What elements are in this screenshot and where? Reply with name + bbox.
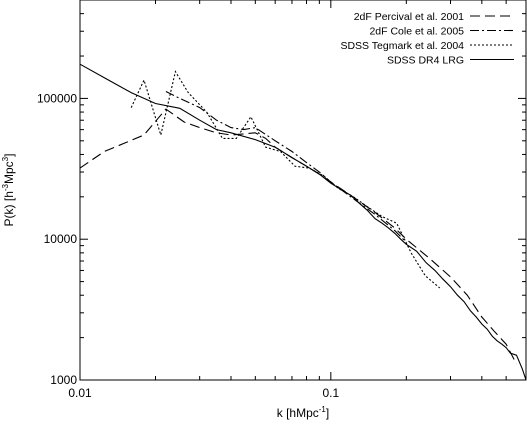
x-axis-label: k [hMpc-1] [277,405,329,420]
plot-frame [79,0,527,381]
series-line-1 [79,108,517,365]
y-tick-label: 10000 [44,232,78,246]
x-tick-label: 0.1 [322,386,339,400]
x-tick-label: 0.01 [68,386,92,400]
series-line-3 [130,70,441,289]
legend: 2dF Percival et al. 2001 2dF Cole et al. … [340,11,514,67]
series-line-2 [165,91,407,243]
legend-label-3: SDSS Tegmark et al. 2004 [340,40,464,52]
series-group [79,63,527,381]
axis-ticks: 0.01 0.1 1000 10000 100000 [37,0,526,400]
legend-label-4: SDSS DR4 LRG [387,55,464,67]
legend-label-1: 2dF Percival et al. 2001 [354,11,464,23]
y-tick-label: 1000 [50,373,77,387]
y-axis-label: P(k) [h-3Mpc3] [1,154,16,227]
y-tick-label: 100000 [37,91,77,105]
series-line-4 [79,63,527,381]
legend-label-2: 2dF Cole et al. 2005 [369,26,464,38]
